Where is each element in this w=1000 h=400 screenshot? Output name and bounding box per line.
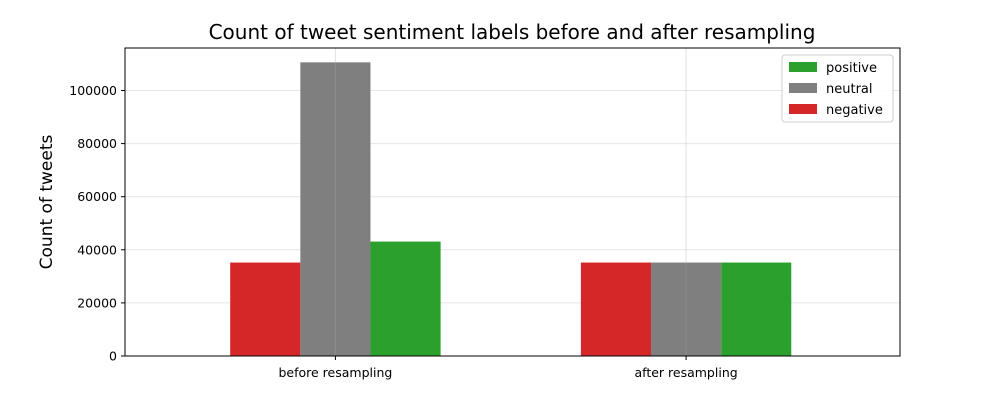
y-tick-label-0: 0	[109, 349, 117, 364]
legend-swatch-neutral	[789, 83, 817, 93]
bar-neutral-1	[651, 262, 722, 356]
bar-negative-0	[230, 262, 301, 356]
bar-negative-1	[580, 262, 652, 356]
x-tick-label-0: before resampling	[278, 365, 392, 380]
legend: positive neutral negative	[781, 54, 894, 123]
y-tick-label-4: 80000	[77, 136, 117, 151]
y-tick-label-5: 100000	[69, 83, 117, 98]
bar-neutral-0	[300, 62, 371, 357]
legend-label-negative: negative	[826, 103, 883, 118]
legend-label-neutral: neutral	[826, 82, 873, 97]
y-tick-label-2: 40000	[77, 242, 117, 257]
legend-swatch-negative	[789, 104, 817, 114]
vertical-grid-lines	[334, 48, 687, 356]
plot-frame	[124, 47, 901, 357]
x-tick-label-1: after resampling	[634, 365, 737, 380]
legend-swatch-positive	[789, 62, 817, 72]
bars	[230, 62, 792, 357]
legend-label-positive: positive	[826, 61, 877, 76]
bar-positive-0	[370, 241, 441, 356]
y-axis-label: Count of tweets	[37, 135, 57, 270]
y-tick-label-1: 20000	[77, 295, 117, 310]
bar-positive-1	[721, 262, 792, 356]
y-axis-ticks: 0 20000 40000 60000 80000 100000	[69, 83, 125, 364]
chart-title: Count of tweet sentiment labels before a…	[209, 20, 816, 44]
y-tick-label-3: 60000	[77, 189, 117, 204]
x-axis-ticks: before resampling after resampling	[278, 356, 738, 380]
